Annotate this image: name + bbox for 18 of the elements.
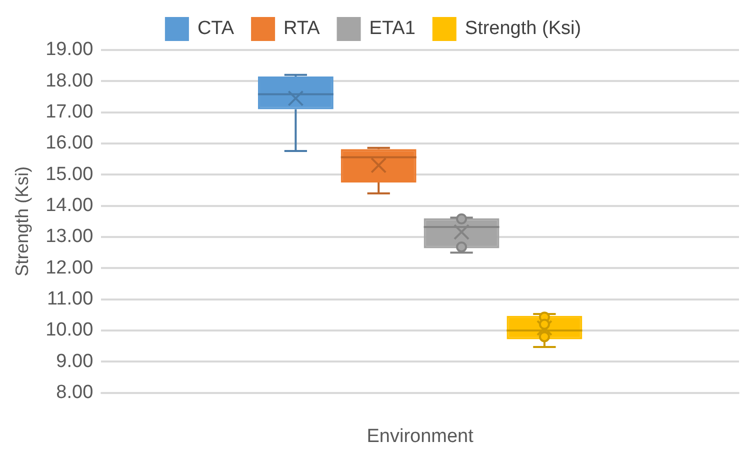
y-tick-label: 17.00: [46, 102, 94, 123]
y-tick-label: 14.00: [46, 195, 94, 216]
y-tick-label: 19.00: [46, 39, 94, 60]
y-tick-label: 16.00: [46, 132, 94, 154]
y-tick-label: 11.00: [47, 288, 94, 310]
legend-label: RTA: [284, 18, 320, 40]
legend-label: ETA1: [369, 18, 416, 40]
y-tick-label: 8.00: [56, 382, 94, 404]
legend-label: CTA: [197, 18, 234, 40]
y-tick-label: 13.00: [46, 226, 94, 248]
legend-label: Strength (Ksi): [464, 18, 582, 40]
y-tick-label: 9.00: [56, 350, 94, 372]
y-tick-label: 12.00: [46, 257, 94, 278]
y-tick-label: 15.00: [46, 164, 94, 185]
y-axis-title: Strength (Ksi): [12, 166, 32, 276]
y-tick-label: 10.00: [46, 320, 94, 341]
y-tick-label: 18.00: [46, 70, 94, 92]
x-axis-title: Environment: [366, 426, 474, 447]
